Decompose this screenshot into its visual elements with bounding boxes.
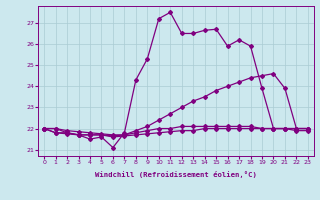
X-axis label: Windchill (Refroidissement éolien,°C): Windchill (Refroidissement éolien,°C) — [95, 171, 257, 178]
